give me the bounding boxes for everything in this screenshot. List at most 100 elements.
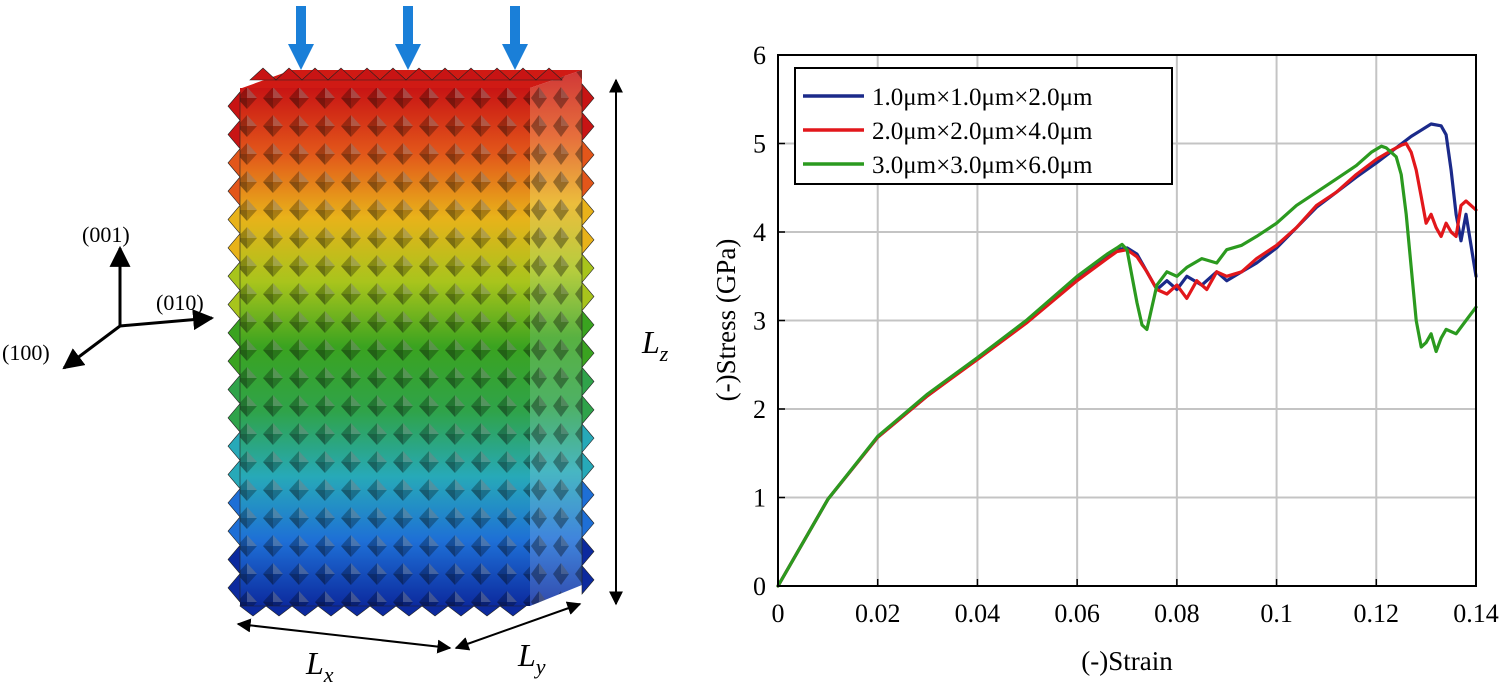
series-line-3 <box>776 144 1478 588</box>
lx-dimension-arrow <box>236 618 452 654</box>
ly-label: Ly <box>517 637 546 679</box>
y-tick-label: 4 <box>753 218 766 247</box>
lattice-tooth <box>581 83 595 114</box>
stress-strain-chart: 0 0.02 0.04 0.06 0.08 0.1 0.12 0.14 0 1 2 3 4 5 6 (-)S… <box>711 41 1499 676</box>
y-tick-label: 3 <box>753 307 766 336</box>
legend-label-2: 2.0μm×2.0μm×4.0μm <box>872 118 1093 145</box>
load-arrow-down-icon <box>395 6 421 70</box>
lattice-tooth <box>581 451 595 482</box>
lattice-edge-teeth <box>227 67 595 617</box>
lattice-tooth <box>227 459 241 490</box>
lattice-tooth <box>327 67 355 81</box>
y-tick-label: 6 <box>753 41 766 70</box>
axis-100-arrow <box>62 324 121 370</box>
lattice-tooth <box>581 281 595 312</box>
lattice-tooth <box>457 67 485 81</box>
lattice-tooth <box>227 317 241 348</box>
lattice-tooth <box>227 119 241 150</box>
lattice-tooth <box>343 605 371 617</box>
lattice-tooth <box>581 139 595 170</box>
lattice-tooth <box>581 508 595 539</box>
lattice-tooth <box>473 605 501 617</box>
lattice-tooth <box>227 147 241 178</box>
lattice-tooth <box>369 605 397 617</box>
y-tick-label: 0 <box>753 572 766 601</box>
x-tick-label: 0.08 <box>1154 599 1200 628</box>
x-tick-label: 0.14 <box>1453 599 1499 628</box>
lattice-block <box>227 67 595 617</box>
lattice-tooth <box>581 423 595 454</box>
lattice-tooth <box>581 196 595 227</box>
lattice-tooth <box>227 544 241 575</box>
lattice-tooth <box>227 402 241 433</box>
lx-label: Lx <box>305 645 334 686</box>
legend-label-3: 3.0μm×3.0μm×6.0μm <box>872 152 1093 179</box>
y-axis-label: (-)Stress (GPa) <box>711 239 741 402</box>
lattice-tooth <box>535 67 563 81</box>
lattice-block-panel: Lz Lx Ly (001) (010) (100) <box>2 6 669 686</box>
ly-dimension-arrow <box>454 601 582 651</box>
lattice-tooth <box>379 67 407 81</box>
lattice-tooth <box>275 67 303 81</box>
lattice-tooth <box>581 224 595 255</box>
lz-label: Lz <box>641 324 669 366</box>
lattice-tooth <box>239 605 267 617</box>
load-arrow-down-icon <box>502 6 528 70</box>
lattice-tooth <box>581 536 595 567</box>
lattice-tooth <box>227 232 241 263</box>
lattice-tooth <box>249 67 277 81</box>
chart-series <box>776 122 1478 588</box>
load-arrows <box>288 6 528 70</box>
lattice-tooth <box>581 309 595 340</box>
x-tick-label: 0.12 <box>1354 599 1400 628</box>
lattice-tooth <box>227 487 241 518</box>
axis-010-arrow <box>119 309 215 331</box>
lattice-tooth <box>227 572 241 603</box>
load-arrow-down-icon <box>288 6 314 70</box>
lattice-tooth <box>301 67 329 81</box>
lattice-tooth <box>227 289 241 320</box>
y-tick-label: 2 <box>753 395 766 424</box>
chart-legend: 1.0μm×1.0μm×2.0μm 2.0μm×2.0μm×4.0μm 3.0μm×… <box>794 67 1173 185</box>
axis-010-label: (010) <box>156 290 204 315</box>
x-tick-label: 0.1 <box>1260 599 1293 628</box>
lattice-tooth <box>227 204 241 235</box>
y-tick-label: 1 <box>753 484 766 513</box>
x-tick-label: 0.06 <box>1054 599 1100 628</box>
lattice-tooth <box>227 374 241 405</box>
lattice-tooth <box>317 605 345 617</box>
x-axis-label: (-)Strain <box>1081 646 1173 676</box>
legend-label-1: 1.0μm×1.0μm×2.0μm <box>872 84 1093 111</box>
lattice-tooth <box>581 338 595 369</box>
lattice-tooth <box>265 605 293 617</box>
lattice-tooth <box>353 67 381 81</box>
lattice-tooth <box>581 366 595 397</box>
lattice-tooth <box>227 431 241 462</box>
lattice-tooth <box>483 67 511 81</box>
lattice-tooth <box>581 564 595 595</box>
lattice-tooth <box>227 91 241 122</box>
crystal-axes: (001) (010) (100) <box>2 222 215 370</box>
lattice-tooth <box>581 479 595 510</box>
lattice-tooth <box>227 176 241 207</box>
x-tick-label: 0.02 <box>855 599 901 628</box>
lattice-tooth <box>581 394 595 425</box>
lattice-tooth <box>581 253 595 284</box>
series-line-2 <box>776 141 1478 588</box>
lattice-tooth <box>447 605 475 617</box>
y-tick-label: 5 <box>753 130 766 159</box>
lattice-tooth <box>227 346 241 377</box>
lattice-tooth <box>227 516 241 547</box>
lattice-tooth <box>291 605 319 617</box>
lattice-tooth <box>431 67 459 81</box>
axis-001-label: (001) <box>82 222 130 247</box>
lattice-tooth <box>227 261 241 292</box>
lattice-side-texture <box>530 70 582 606</box>
lattice-tooth <box>395 605 423 617</box>
lattice-tooth <box>581 168 595 199</box>
lattice-tooth <box>405 67 433 81</box>
chart-ticks: 0 0.02 0.04 0.06 0.08 0.1 0.12 0.14 0 1 2 3 4 5 6 <box>753 41 1499 628</box>
axis-100-label: (100) <box>2 340 50 365</box>
x-tick-label: 0.04 <box>955 599 1001 628</box>
